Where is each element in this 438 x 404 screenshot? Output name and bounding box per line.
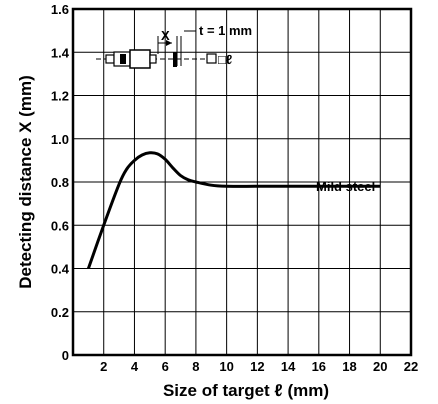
diagram-target-square [206,53,217,64]
series-line-mild-steel [86,151,381,269]
y-tick-label: 1.2 [51,89,69,104]
x-tick-label: 10 [219,359,233,374]
x-tick-label: 12 [250,359,264,374]
y-tick-label: 1.0 [51,132,69,147]
y-tick-label: 0.8 [51,175,69,190]
x-tick-label: 6 [162,359,169,374]
y-tick-label: 0.6 [51,218,69,233]
x-tick-label: 22 [404,359,418,374]
x-tick-label: 18 [342,359,356,374]
y-tick-label: 0.2 [51,305,69,320]
diagram-sensor-nut [120,54,126,64]
y-tick-label: 1.4 [51,45,70,60]
y-tick-labels: 0 0.2 0.4 0.6 0.8 1.0 1.2 1.4 1.6 [51,2,70,363]
x-tick-label: 2 [100,359,107,374]
x-tick-label: 16 [312,359,326,374]
x-axis-title: Size of target ℓ (mm) [163,381,329,400]
x-tick-label: 20 [373,359,387,374]
diagram-x-arrowhead [166,40,172,46]
x-tick-label: 8 [192,359,199,374]
x-tick-label: 4 [131,359,139,374]
diagram-sensor-cable [105,54,115,64]
grid [73,9,411,355]
plot-frame [71,7,413,357]
diagram-sensor-body [129,49,151,69]
diagram-target-label: □ℓ [218,52,232,67]
series-layer [86,151,381,269]
diagram-sensor-face [149,54,157,64]
series-label-mild-steel: Mild steel [316,179,375,194]
y-tick-label: 1.6 [51,2,69,17]
x-tick-labels: 2 4 6 8 10 12 14 16 18 20 22 [100,359,418,374]
x-tick-label: 14 [281,359,296,374]
diagram-target-plate [173,52,177,67]
y-axis-title: Detecting distance X (mm) [16,75,35,289]
diagram-thickness-label: t = 1 mm [199,23,252,38]
diagram-x-label: X [161,28,170,43]
sensing-diagram: X t = 1 mm □ℓ [96,23,252,69]
y-tick-label: 0 [62,348,69,363]
y-tick-label: 0.4 [51,262,70,277]
